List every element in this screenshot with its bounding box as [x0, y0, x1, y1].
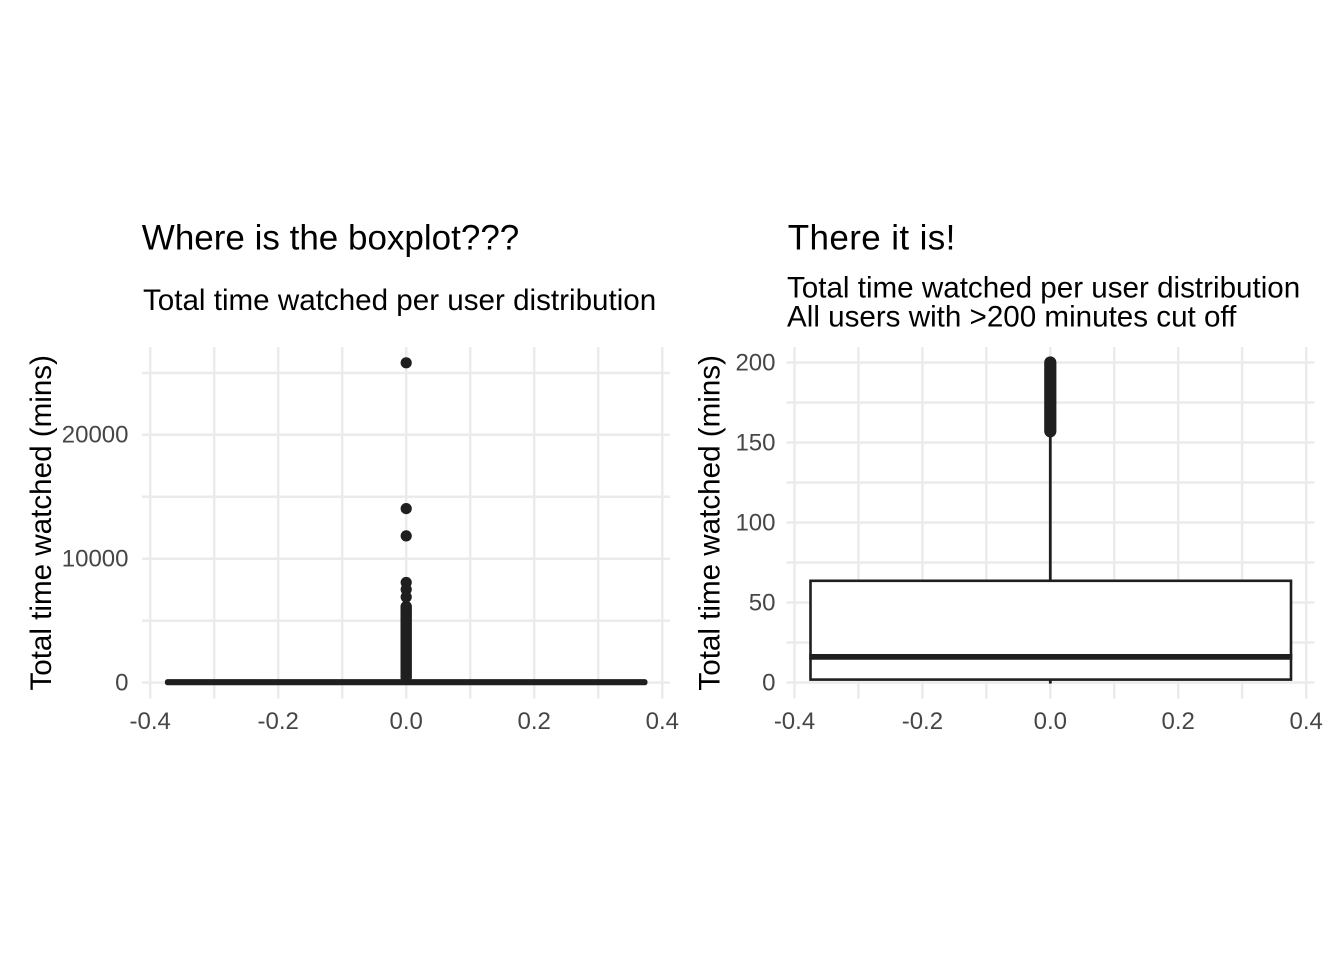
svg-text:10000: 10000: [62, 546, 129, 573]
svg-text:-0.2: -0.2: [902, 708, 943, 735]
svg-text:50: 50: [749, 589, 776, 616]
svg-text:-0.4: -0.4: [130, 708, 171, 735]
svg-text:200: 200: [735, 349, 775, 376]
svg-text:There it is!: There it is!: [788, 219, 956, 258]
svg-text:Total time watched per user di: Total time watched per user distribution: [787, 271, 1300, 304]
svg-text:All users with >200 minutes cu: All users with >200 minutes cut off: [787, 300, 1237, 333]
svg-text:20000: 20000: [62, 422, 129, 449]
svg-text:Total time watched per user di: Total time watched per user distribution: [143, 284, 656, 317]
svg-text:0.0: 0.0: [1034, 708, 1067, 735]
svg-text:100: 100: [735, 509, 775, 536]
svg-text:0: 0: [762, 669, 775, 696]
svg-text:0.0: 0.0: [390, 708, 423, 735]
svg-text:0.4: 0.4: [646, 708, 679, 735]
svg-text:0: 0: [115, 670, 128, 697]
svg-text:-0.4: -0.4: [774, 708, 815, 735]
svg-text:0.2: 0.2: [518, 708, 551, 735]
svg-text:Total time watched (mins): Total time watched (mins): [25, 355, 58, 691]
svg-text:-0.2: -0.2: [258, 708, 299, 735]
svg-text:Where is the boxplot???: Where is the boxplot???: [142, 219, 519, 258]
svg-text:0.2: 0.2: [1162, 708, 1195, 735]
svg-text:150: 150: [735, 429, 775, 456]
svg-text:0.4: 0.4: [1290, 708, 1323, 735]
svg-text:Total time watched (mins): Total time watched (mins): [694, 355, 727, 691]
